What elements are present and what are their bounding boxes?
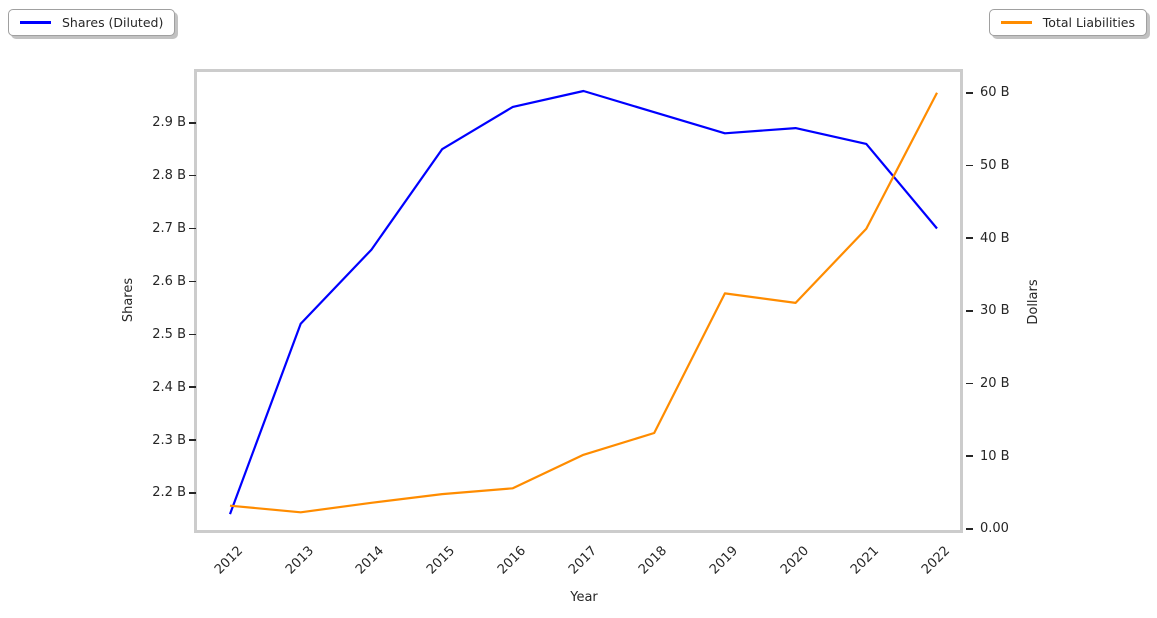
plot-area xyxy=(194,69,963,533)
right-y-tick-label: 50 B xyxy=(980,157,1010,173)
legend-shares-label: Shares (Diluted) xyxy=(62,15,164,30)
right-y-tick xyxy=(966,528,973,530)
x-tick-label: 2021 xyxy=(848,543,883,578)
left-y-tick-label: 2.7 B xyxy=(152,221,186,237)
left-y-tick xyxy=(189,227,196,230)
right-y-tick-label: 10 B xyxy=(980,448,1010,464)
x-tick-label: 2012 xyxy=(212,543,247,578)
left-y-tick xyxy=(189,439,196,441)
left-y-tick-label: 2.4 B xyxy=(152,379,186,395)
legend-liabilities: Total Liabilities xyxy=(988,9,1147,36)
left-y-tick-label: 2.5 B xyxy=(152,326,186,342)
right-y-tick-label: 30 B xyxy=(980,303,1010,319)
right-y-tick-label: 20 B xyxy=(980,376,1010,392)
x-tick-label: 2015 xyxy=(424,543,459,578)
left-y-tick xyxy=(189,174,196,177)
x-tick-label: 2016 xyxy=(494,543,529,578)
right-y-tick xyxy=(966,237,973,239)
x-tick-label: 2019 xyxy=(706,543,741,578)
right-y-axis-title: Dollars xyxy=(1026,279,1041,325)
legend-shares: Shares (Diluted) xyxy=(8,9,176,36)
left-y-tick xyxy=(189,492,196,494)
right-y-tick xyxy=(966,310,973,312)
x-tick-label: 2013 xyxy=(282,543,317,578)
right-y-tick xyxy=(966,455,973,458)
x-axis-title: Year xyxy=(570,590,598,605)
liabilities-line-swatch xyxy=(1000,21,1032,24)
x-tick-label: 2020 xyxy=(777,543,812,578)
legend-liabilities-label: Total Liabilities xyxy=(1042,15,1135,30)
right-y-tick xyxy=(966,164,973,167)
right-y-tick xyxy=(966,91,973,94)
right-y-tick xyxy=(966,382,973,385)
right-y-tick-label: 40 B xyxy=(980,230,1010,246)
left-y-tick xyxy=(189,121,196,124)
left-y-axis-title: Shares xyxy=(121,277,136,323)
left-y-tick-label: 2.6 B xyxy=(152,273,186,289)
left-y-tick-label: 2.8 B xyxy=(152,168,186,184)
shares-line-swatch xyxy=(20,21,51,24)
left-y-tick xyxy=(189,280,196,283)
x-tick-label: 2022 xyxy=(919,543,954,578)
left-y-tick-label: 2.3 B xyxy=(152,432,186,448)
right-y-tick-label: 60 B xyxy=(980,85,1010,101)
left-y-tick xyxy=(189,386,196,388)
left-y-tick-label: 2.2 B xyxy=(152,485,186,501)
left-y-tick xyxy=(189,333,196,336)
x-tick-label: 2017 xyxy=(565,543,600,578)
left-y-tick-label: 2.9 B xyxy=(152,115,186,131)
right-y-tick-label: 0.00 xyxy=(980,521,1009,537)
x-tick-label: 2014 xyxy=(353,543,388,578)
x-tick-label: 2018 xyxy=(636,543,671,578)
